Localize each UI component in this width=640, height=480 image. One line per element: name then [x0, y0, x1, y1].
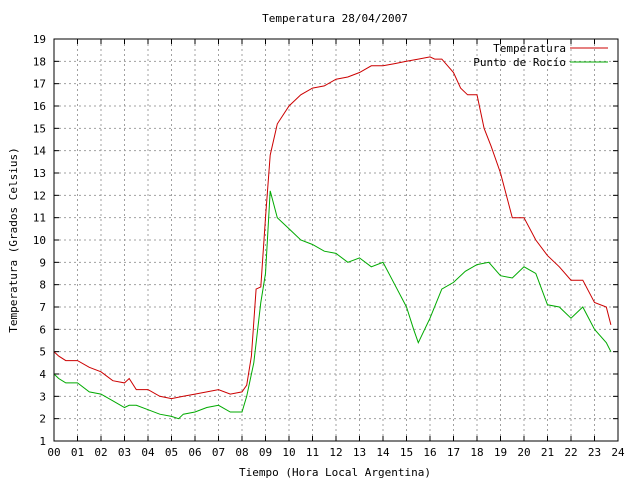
y-tick-label: 6: [39, 323, 46, 336]
x-tick-label: 21: [541, 446, 554, 459]
y-tick-label: 18: [33, 55, 46, 68]
x-tick-label: 15: [400, 446, 413, 459]
plot-frame: [53, 38, 619, 442]
y-tick-label: 5: [39, 346, 46, 359]
y-tick-label: 11: [33, 212, 46, 225]
y-tick-label: 8: [39, 279, 46, 292]
x-tick-label: 16: [423, 446, 436, 459]
y-tick-label: 2: [39, 413, 46, 426]
grid: [54, 39, 618, 441]
y-tick-label: 12: [33, 189, 46, 202]
chart-title: Temperatura 28/04/2007: [262, 12, 408, 25]
x-axis-label: Tiempo (Hora Local Argentina): [239, 466, 431, 479]
y-axis-label: Temperatura (Grados Celsius): [7, 147, 20, 332]
x-tick-label: 19: [494, 446, 507, 459]
x-tick-label: 10: [282, 446, 295, 459]
x-tick-label: 08: [235, 446, 248, 459]
x-axis: 00 01 02 03 04 05 06 07 08 09 10 11 12 13 14 15 16 17 18 19…: [47, 39, 625, 459]
x-tick-label: 18: [470, 446, 483, 459]
x-tick-label: 12: [329, 446, 342, 459]
series-line-temperatura: [53, 56, 612, 400]
x-tick-label: 20: [517, 446, 530, 459]
y-tick-label: 7: [39, 301, 46, 314]
x-tick-label: 17: [447, 446, 460, 459]
x-tick-label: 00: [47, 446, 60, 459]
legend-label-punto-de-rocio: Punto de Rocío: [473, 56, 566, 69]
x-tick-label: 02: [94, 446, 107, 459]
x-tick-label: 06: [188, 446, 201, 459]
y-tick-label: 9: [39, 256, 46, 269]
x-tick-label: 23: [588, 446, 601, 459]
x-tick-label: 09: [259, 446, 272, 459]
series-line-punto-de-rocio: [53, 190, 612, 420]
x-tick-label: 14: [376, 446, 390, 459]
legend-label-temperatura: Temperatura: [493, 42, 566, 55]
legend: Temperatura Punto de Rocío: [473, 42, 608, 69]
y-tick-label: 14: [33, 145, 47, 158]
y-tick-label: 1: [39, 435, 46, 448]
y-tick-label: 15: [33, 122, 46, 135]
x-tick-label: 03: [118, 446, 131, 459]
y-tick-label: 17: [33, 78, 46, 91]
y-tick-label: 3: [39, 390, 46, 403]
x-tick-label: 13: [353, 446, 366, 459]
y-tick-label: 16: [33, 100, 46, 113]
x-tick-label: 01: [71, 446, 84, 459]
y-tick-label: 4: [39, 368, 46, 381]
y-tick-label: 10: [33, 234, 46, 247]
series-layer: [53, 56, 612, 420]
x-tick-label: 05: [165, 446, 178, 459]
y-tick-label: 13: [33, 167, 46, 180]
x-tick-label: 24: [611, 446, 625, 459]
y-tick-label: 19: [33, 33, 46, 46]
x-tick-label: 11: [306, 446, 319, 459]
x-tick-label: 22: [564, 446, 577, 459]
x-tick-label: 07: [212, 446, 225, 459]
x-tick-label: 04: [141, 446, 155, 459]
